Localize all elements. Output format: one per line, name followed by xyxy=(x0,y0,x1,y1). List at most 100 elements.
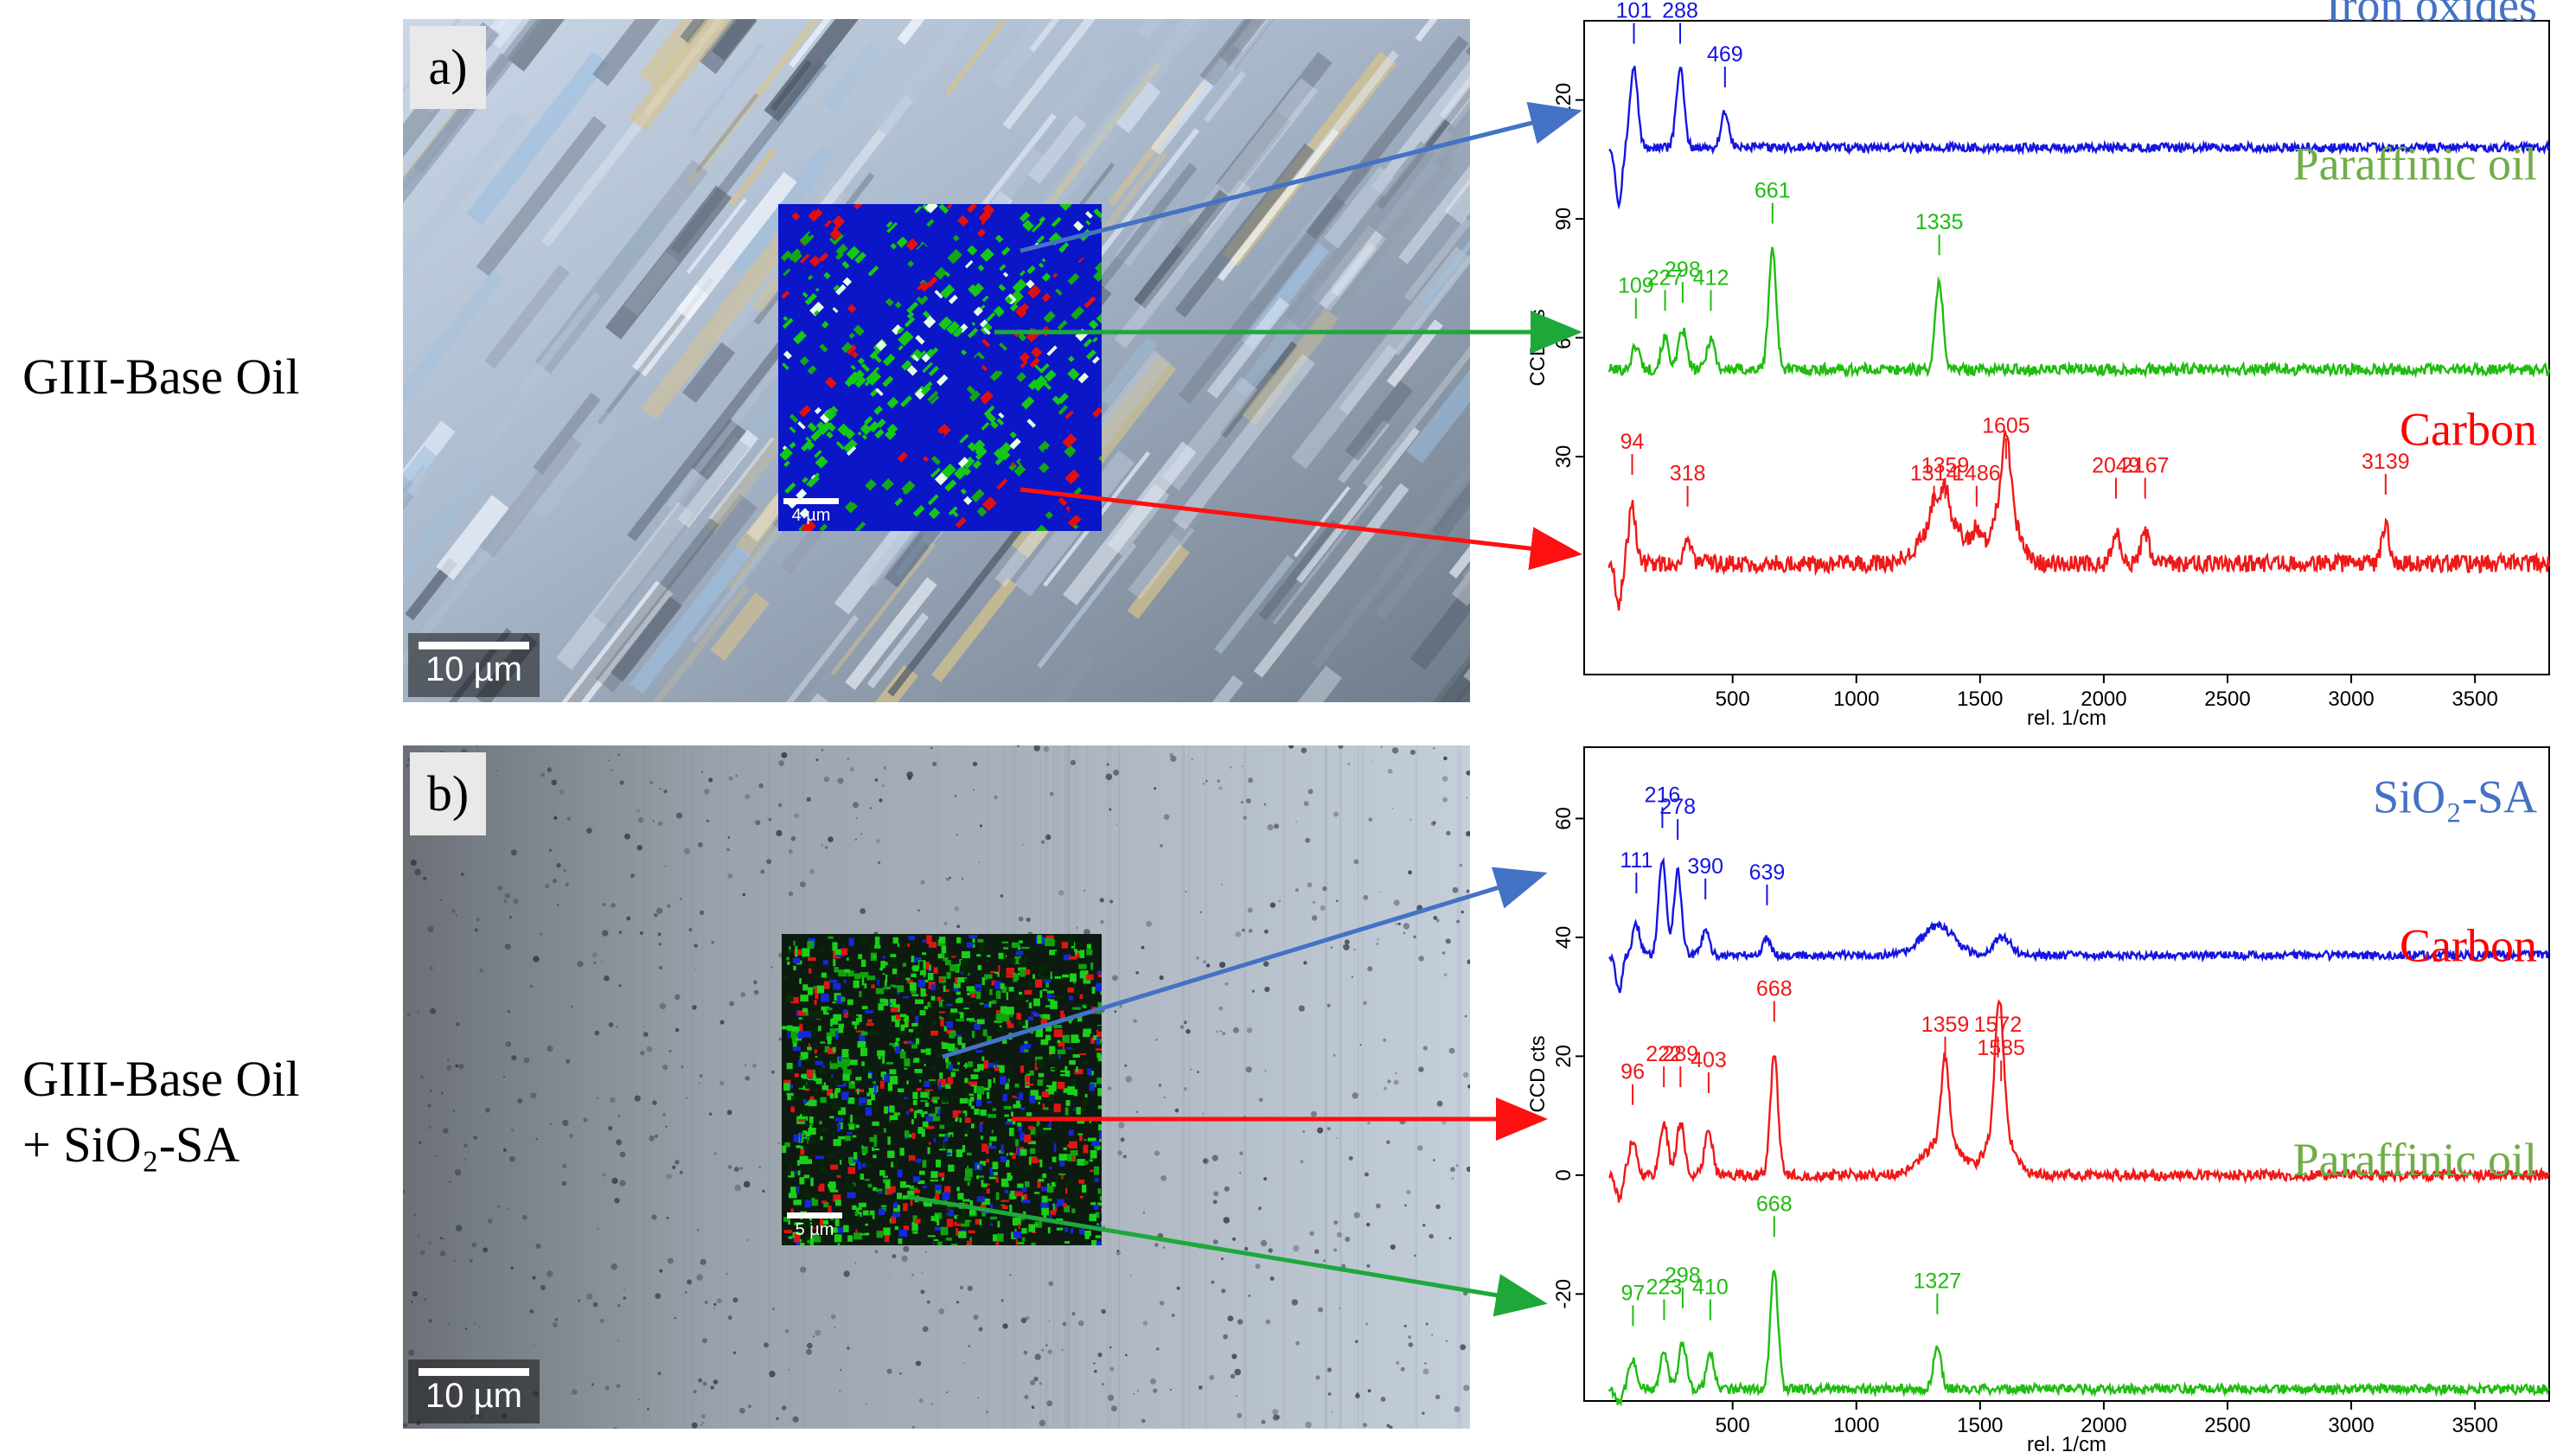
spectrum-chart-b: 500 1000 1500 2000 2500 3000 3500 -20 0 20 40 60 rel… xyxy=(1526,742,2560,1452)
y-tick-label: 40 xyxy=(1552,926,1576,950)
spectrum-chart-a-svg: 500 1000 1500 2000 2500 3000 3500306090120rel.… xyxy=(1526,0,2551,730)
arrow-b-blue xyxy=(942,867,1548,1059)
peak-label: 223 xyxy=(1646,1276,1683,1300)
peak-label: 661 xyxy=(1755,179,1791,203)
map-scale-b: 5 µm xyxy=(787,1212,842,1240)
peak-label: 668 xyxy=(1756,1192,1793,1216)
peak-label: 639 xyxy=(1749,860,1786,885)
x-tick-label: 1000 xyxy=(1833,688,1879,711)
peak-label: 469 xyxy=(1707,42,1743,67)
peak-label: 3139 xyxy=(2362,450,2410,474)
peak-label: 94 xyxy=(1620,430,1645,454)
plot-frame xyxy=(1583,746,2550,1402)
peak-label: 298 xyxy=(1665,258,1701,282)
x-axis-label: rel. 1/cm xyxy=(2027,1433,2106,1452)
peak-label: 111 xyxy=(1620,848,1652,873)
peak-label: 101 xyxy=(1616,0,1652,23)
peak-label: 1359 xyxy=(1921,1013,1970,1037)
peak-label: 1486 xyxy=(1953,462,2001,486)
x-tick-label: 2000 xyxy=(2081,1414,2126,1437)
x-tick-label: 2000 xyxy=(2081,688,2126,711)
peak-label: 96 xyxy=(1620,1060,1645,1084)
map-scale-a: 4 µm xyxy=(783,498,839,526)
y-tick-label: 30 xyxy=(1552,445,1576,469)
series-line xyxy=(1608,1269,2550,1407)
map-scale-label-a: 4 µm xyxy=(791,506,831,525)
micro-scale-label-b: 10 µm xyxy=(425,1377,522,1415)
x-tick-label: 2500 xyxy=(2204,1414,2250,1437)
x-tick-label: 500 xyxy=(1716,688,1750,711)
series-name-label: Paraffinic oil xyxy=(2293,1134,2537,1186)
series-name-label: Paraffinic oil xyxy=(2293,138,2537,189)
peak-label: 1605 xyxy=(1982,414,2030,438)
x-tick-label: 3000 xyxy=(2328,1414,2374,1437)
y-tick-label: 20 xyxy=(1552,1045,1576,1068)
arrow-b-green xyxy=(907,1194,1548,1317)
series-name-label: Carbon xyxy=(2400,403,2537,455)
peak-label: 2049 xyxy=(2092,454,2140,478)
peak-label: 1585 xyxy=(1977,1036,2025,1060)
row-b-label-line-2: + SiO₂-SA xyxy=(22,1116,240,1173)
peak-label: 298 xyxy=(1665,1263,1701,1288)
raman-map-b-image xyxy=(782,934,1102,1245)
peak-label: 668 xyxy=(1756,977,1793,1001)
y-tick-label: 90 xyxy=(1552,208,1576,231)
raman-map-b: 5 µm xyxy=(782,934,1102,1245)
peak-label: 222 xyxy=(1646,1042,1682,1066)
spectrum-chart-b-svg: 500 1000 1500 2000 2500 3000 3500 -20 0 20 40 60 rel… xyxy=(1526,746,2550,1452)
micro-scale-bar-b: 10 µm xyxy=(408,1359,540,1423)
peak-label: 403 xyxy=(1691,1048,1727,1072)
peak-label: 390 xyxy=(1687,854,1723,879)
series-line xyxy=(1608,246,2551,380)
micrograph-b: b) 10 µm 5 µm xyxy=(403,745,1470,1429)
peak-label: 318 xyxy=(1670,462,1706,486)
arrow-a-red xyxy=(1020,487,1582,571)
micro-scale-label-a: 10 µm xyxy=(425,650,522,688)
peak-label: 227 xyxy=(1647,265,1684,290)
peak-label: 1335 xyxy=(1915,210,1964,234)
row-a-label: GIII-Base Oil xyxy=(22,344,300,410)
series-line xyxy=(1608,999,2550,1203)
peak-label: 1359 xyxy=(1921,454,1970,478)
panel-tag-b: b) xyxy=(410,752,486,835)
panel-tag-a: a) xyxy=(410,26,486,109)
series-line xyxy=(1608,66,2551,210)
peak-label: 412 xyxy=(1693,265,1729,290)
peak-label: 216 xyxy=(1645,783,1681,807)
row-a-label-line: GIII-Base Oil xyxy=(22,349,300,405)
x-tick-label: 3500 xyxy=(2451,1414,2497,1437)
peak-label: 1327 xyxy=(1914,1270,1962,1294)
x-axis-label: rel. 1/cm xyxy=(2027,707,2106,730)
peak-label: 289 xyxy=(1662,1042,1698,1066)
y-tick-label: -20 xyxy=(1552,1279,1576,1309)
peak-label: 1314 xyxy=(1910,462,1959,486)
series-name-label: SiO₂-SA xyxy=(2373,771,2537,823)
plot-frame xyxy=(1583,20,2550,675)
series-line xyxy=(1608,856,2550,994)
x-tick-label: 2500 xyxy=(2204,688,2250,711)
x-tick-label: 3000 xyxy=(2328,688,2374,711)
peak-label: 1572 xyxy=(1974,1013,2023,1037)
spectrum-chart-a: 500 1000 1500 2000 2500 3000 3500 30 60 90 120 rel.… xyxy=(1526,0,2560,730)
x-tick-label: 3500 xyxy=(2451,688,2497,711)
peak-label: 410 xyxy=(1692,1276,1729,1300)
peak-label: 97 xyxy=(1620,1281,1645,1305)
x-tick-label: 1000 xyxy=(1833,1414,1879,1437)
row-b-label-line-1: GIII-Base Oil xyxy=(22,1051,300,1107)
peak-label: 2167 xyxy=(2121,454,2170,478)
series-name-label: Iron oxides xyxy=(2326,0,2537,31)
raman-map-a-image xyxy=(778,204,1102,531)
micro-scale-bar-a: 10 µm xyxy=(408,633,540,697)
raman-map-a: 4 µm xyxy=(778,204,1102,531)
series-line xyxy=(1608,430,2551,611)
peak-label: 278 xyxy=(1659,795,1696,819)
y-tick-label: 60 xyxy=(1552,807,1576,830)
arrow-a-blue xyxy=(1020,101,1582,253)
peak-label: 288 xyxy=(1662,0,1698,23)
row-b-label: GIII-Base Oil + SiO₂-SA xyxy=(22,1046,300,1178)
peak-label: 109 xyxy=(1618,274,1654,298)
micrograph-a: a) 10 µm 4 µm xyxy=(403,19,1470,702)
micrograph-b-image xyxy=(403,745,1470,1429)
y-tick-label: 0 xyxy=(1552,1169,1576,1180)
